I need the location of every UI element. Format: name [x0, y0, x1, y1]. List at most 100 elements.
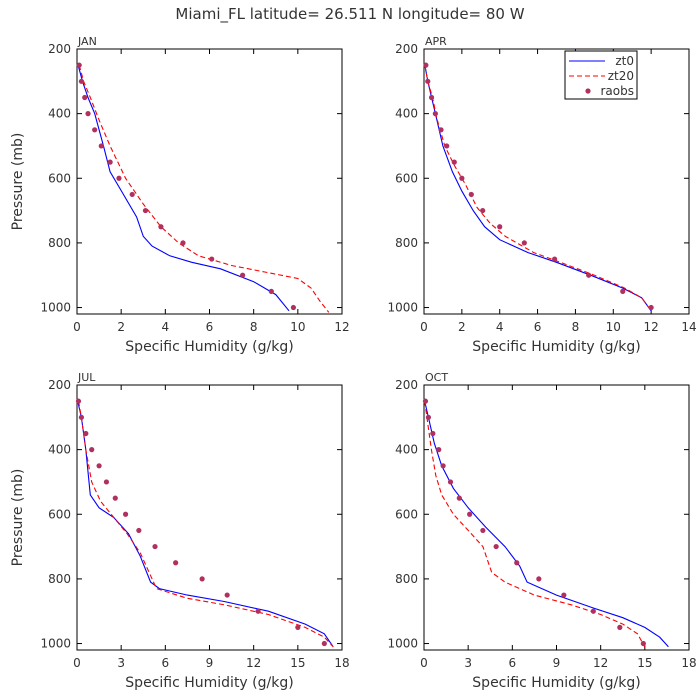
x-tick-label: 10 [290, 320, 305, 334]
raobs-point [76, 62, 82, 68]
raobs-point [75, 398, 82, 404]
y-tick-label: 400 [395, 443, 418, 457]
figure-title: Miami_FL latitude= 26.511 N longitude= 8… [175, 5, 524, 24]
x-tick-label: 4 [162, 320, 170, 334]
raobs-point [438, 127, 444, 133]
zt20-line [424, 401, 646, 648]
raobs-point [82, 94, 88, 101]
x-tick-label: 0 [73, 656, 81, 670]
x-tick-label: 3 [117, 656, 125, 670]
x-axis-label: Specific Humidity (g/kg) [125, 675, 293, 691]
legend-label-raobs: raobs [601, 84, 635, 98]
x-tick-label: 14 [681, 320, 696, 334]
zt0-line [424, 65, 652, 312]
y-tick-label: 600 [395, 507, 418, 521]
zt0-line [77, 401, 334, 648]
raobs-point [268, 288, 274, 294]
y-axis-label: Pressure (mb) [10, 133, 26, 231]
panel-oct: OCT 0 3 6 9 12 15 18 200 400 600 800 1000 Specific Hu… [387, 371, 696, 691]
raobs-point [436, 447, 442, 453]
raobs-point [493, 543, 499, 550]
y-tick-label: 200 [48, 42, 71, 56]
raobs-point [617, 624, 623, 630]
raobs-point [497, 224, 503, 230]
raobs-point [468, 191, 474, 198]
x-tick-label: 2 [458, 320, 466, 334]
raobs-point [451, 159, 457, 165]
y-tick-label: 400 [48, 107, 71, 121]
x-tick-label: 6 [206, 320, 214, 334]
raobs-point [78, 414, 85, 420]
plot-frame [76, 384, 343, 651]
raobs-point [467, 511, 473, 517]
legend-swatch-raobs [585, 88, 591, 94]
raobs-point [432, 111, 438, 117]
raobs-point [422, 398, 429, 404]
y-axis-label: Pressure (mb) [10, 469, 26, 567]
raobs-point [521, 240, 527, 246]
raobs-point [136, 527, 142, 534]
raobs-point [152, 543, 158, 550]
y-tick-label: 800 [395, 572, 418, 586]
x-tick-label: 6 [509, 656, 517, 670]
raobs-point [640, 640, 646, 647]
plot-frame [76, 48, 343, 315]
raobs-point [425, 78, 431, 84]
x-tick-label: 15 [290, 656, 305, 670]
y-tick-label: 600 [48, 507, 71, 521]
plot-frame [423, 48, 690, 315]
x-tick-label: 8 [572, 320, 580, 334]
raobs-point [425, 414, 432, 420]
zt0-line [77, 65, 290, 312]
y-tick-label: 600 [48, 171, 71, 185]
y-tick-label: 200 [395, 42, 418, 56]
x-tick-label: 12 [334, 320, 349, 334]
raobs-point [620, 288, 626, 294]
zt0-line [424, 401, 669, 648]
raobs-point [180, 240, 186, 246]
raobs-point [107, 159, 113, 165]
x-axis-label: Specific Humidity (g/kg) [472, 675, 640, 691]
raobs-point [224, 592, 230, 598]
x-tick-label: 8 [250, 320, 258, 334]
raobs-point [430, 430, 436, 437]
raobs-point [590, 608, 596, 614]
panel-jan: JAN 0 2 4 6 8 10 12 200 400 600 800 1000 Specific Hum… [10, 35, 350, 355]
x-tick-label: 18 [334, 656, 349, 670]
raobs-point [290, 304, 297, 311]
raobs-point [112, 495, 118, 501]
x-tick-label: 0 [73, 320, 81, 334]
x-tick-label: 9 [206, 656, 214, 670]
x-axis-label: Specific Humidity (g/kg) [125, 339, 293, 355]
x-tick-label: 0 [420, 656, 428, 670]
y-tick-label: 1000 [40, 637, 71, 651]
raobs-point [321, 640, 327, 647]
raobs-point [255, 608, 261, 614]
raobs-point [561, 592, 567, 598]
y-tick-label: 600 [395, 171, 418, 185]
raobs-point [85, 111, 91, 117]
y-tick-label: 1000 [387, 301, 418, 315]
raobs-point [116, 175, 122, 181]
panel-label: OCT [425, 371, 448, 384]
y-tick-label: 400 [395, 107, 418, 121]
raobs-point [142, 207, 149, 214]
x-tick-label: 0 [420, 320, 428, 334]
x-axis-label: Specific Humidity (g/kg) [472, 339, 640, 355]
x-tick-label: 18 [681, 656, 696, 670]
y-tick-label: 800 [395, 236, 418, 250]
raobs-point [103, 479, 110, 485]
x-tick-label: 9 [553, 656, 561, 670]
zt20-line [424, 65, 652, 312]
raobs-point [122, 511, 129, 517]
raobs-point [209, 256, 215, 262]
raobs-point [89, 447, 95, 453]
raobs-point [199, 576, 205, 582]
x-tick-label: 6 [162, 656, 170, 670]
raobs-point [444, 143, 450, 149]
raobs-point [428, 94, 435, 101]
y-tick-label: 800 [48, 236, 71, 250]
raobs-point [480, 527, 486, 534]
